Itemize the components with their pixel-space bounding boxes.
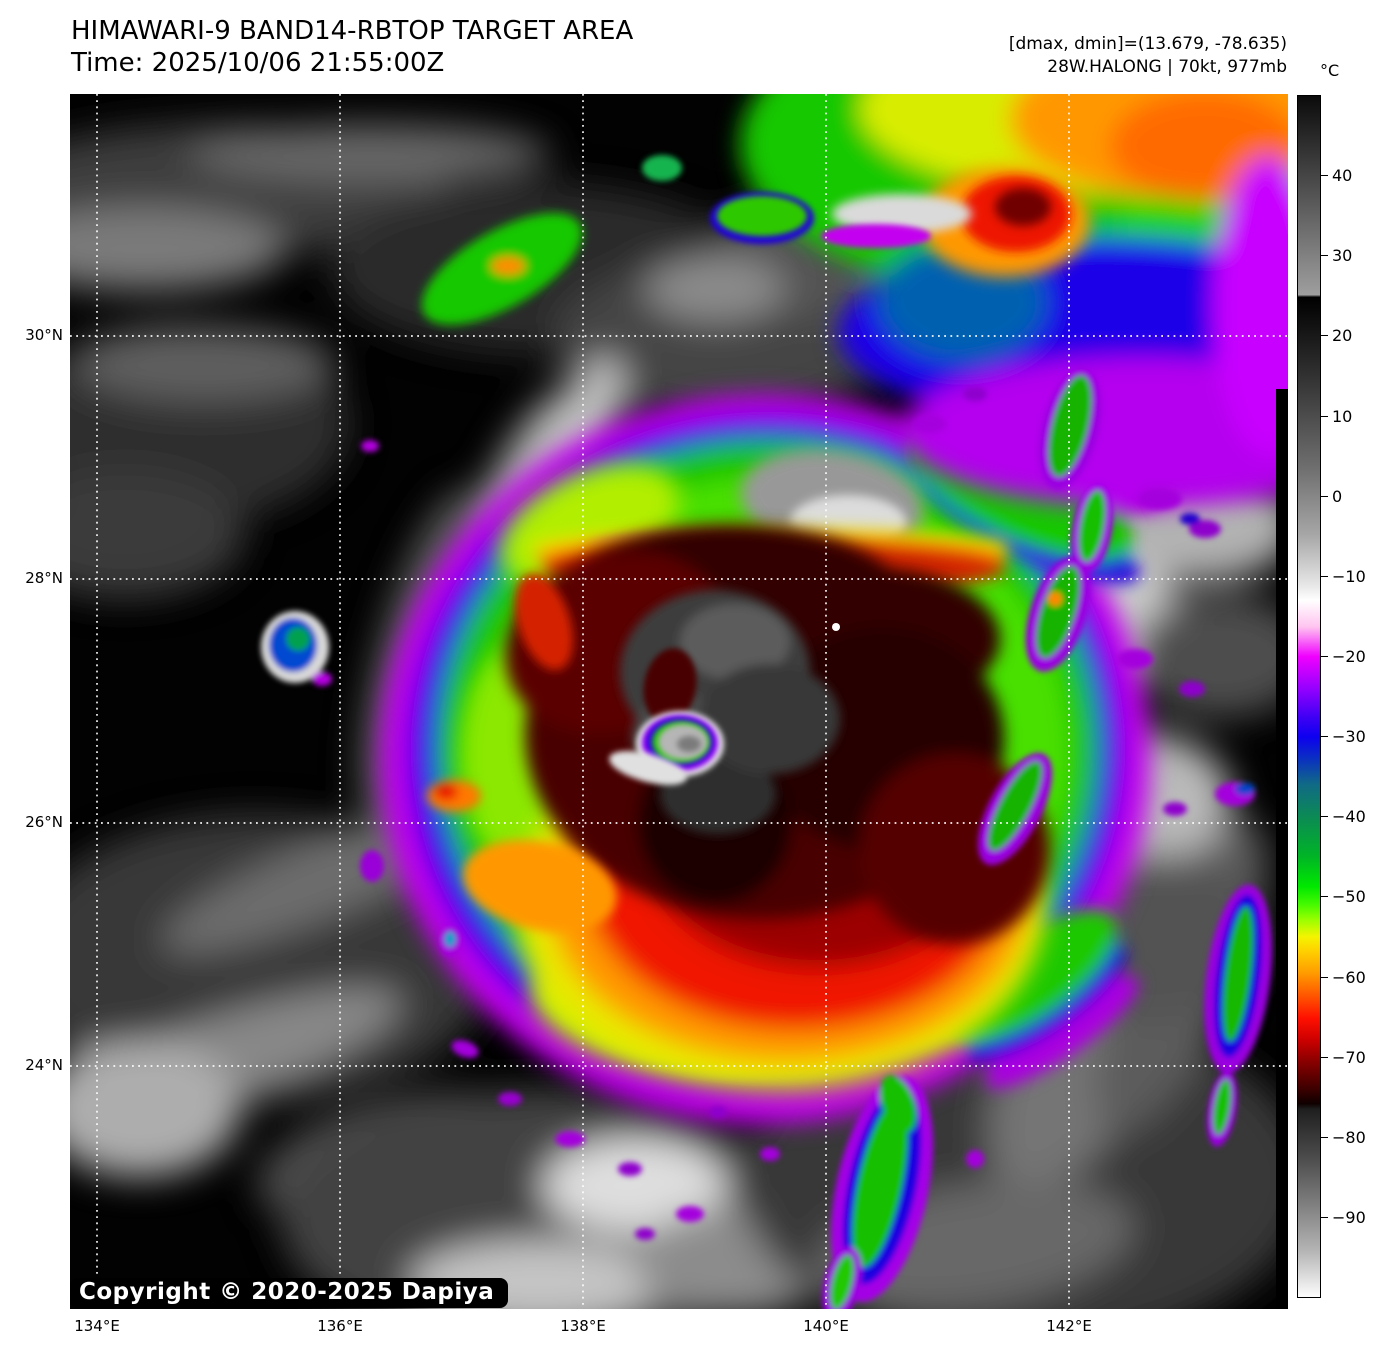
colorbar-tick-label: −80 — [1332, 1128, 1366, 1147]
gray-cloud-fields — [70, 124, 1288, 1309]
colorbar — [1297, 95, 1321, 1298]
colorbar-tick-label: 10 — [1332, 407, 1353, 426]
figure-title: HIMAWARI-9 BAND14-RBTOP TARGET AREA — [71, 16, 634, 46]
colorbar-tick — [1321, 736, 1328, 737]
colorbar-tick — [1321, 1217, 1328, 1218]
figure-annotation: [dmax, dmin]=(13.679, -78.635) 28W.HALON… — [1009, 33, 1287, 79]
colorbar-tick-label: 0 — [1332, 487, 1343, 506]
colorbar-tick-label: −60 — [1332, 968, 1366, 987]
colorbar-tick — [1321, 496, 1328, 497]
annotation-dmax-dmin: [dmax, dmin]=(13.679, -78.635) — [1008, 34, 1287, 54]
x-axis-tick-label: 136°E — [317, 1317, 363, 1335]
colorbar-tick — [1321, 1137, 1328, 1138]
satellite-image — [70, 94, 1288, 1309]
upper-right-cold-mass — [642, 94, 1288, 507]
x-axis-tick-label: 142°E — [1046, 1317, 1092, 1335]
colorbar-tick-label: −50 — [1332, 887, 1366, 906]
colorbar-tick — [1321, 977, 1328, 978]
tiny-white-dot — [832, 623, 840, 631]
right-edge-nodata-strip — [1276, 389, 1288, 1309]
x-axis-tick-label: 138°E — [560, 1317, 606, 1335]
colorbar-unit-label: °C — [1320, 61, 1340, 80]
colorbar-tick — [1321, 335, 1328, 336]
sw-purple-trail — [451, 1040, 704, 1240]
colorbar-tick-label: 40 — [1332, 166, 1353, 185]
colorbar-tick-label: −90 — [1332, 1208, 1366, 1227]
colorbar-tick — [1321, 896, 1328, 897]
annotation-storm-info: 28W.HALONG | 70kt, 977mb — [1047, 57, 1287, 77]
y-axis-tick-label: 28°N — [25, 569, 63, 587]
colorbar-tick-label: 20 — [1332, 326, 1353, 345]
colorbar-tick — [1321, 576, 1328, 577]
colorbar-tick-label: −30 — [1332, 727, 1366, 746]
bottom-green-cell — [709, 1075, 984, 1309]
graticule-grid — [70, 94, 1288, 1309]
x-axis-tick-label: 140°E — [803, 1317, 849, 1335]
colorbar-tick-label: 30 — [1332, 246, 1353, 265]
colorbar-tick-label: −20 — [1332, 647, 1366, 666]
figure-timestamp: Time: 2025/10/06 21:55:00Z — [71, 48, 445, 78]
right-side-streaks — [914, 368, 1272, 1147]
eye-maroon-tongue — [643, 648, 697, 724]
x-axis-tick-label: 134°E — [74, 1317, 120, 1335]
typhoon-eye — [609, 711, 724, 786]
colorbar-tick-label: −40 — [1332, 807, 1366, 826]
y-axis-tick-label: 26°N — [25, 813, 63, 831]
y-axis-tick-label: 24°N — [25, 1056, 63, 1074]
colorbar-tick — [1321, 816, 1328, 817]
left-side-specks — [261, 440, 461, 957]
y-axis-tick-label: 30°N — [25, 326, 63, 344]
satellite-map: Copyright © 2020-2025 Dapiya — [70, 94, 1288, 1309]
colorbar-tick — [1321, 656, 1328, 657]
colorbar-tick — [1321, 255, 1328, 256]
colorbar-tick — [1321, 1057, 1328, 1058]
colorbar-tick-label: −70 — [1332, 1048, 1366, 1067]
colorbar-tick — [1321, 175, 1328, 176]
colorbar-tick — [1321, 416, 1328, 417]
west-rim-specks — [421, 213, 617, 932]
colorbar-tick-label: −10 — [1332, 567, 1366, 586]
copyright-badge: Copyright © 2020-2025 Dapiya — [70, 1278, 509, 1308]
